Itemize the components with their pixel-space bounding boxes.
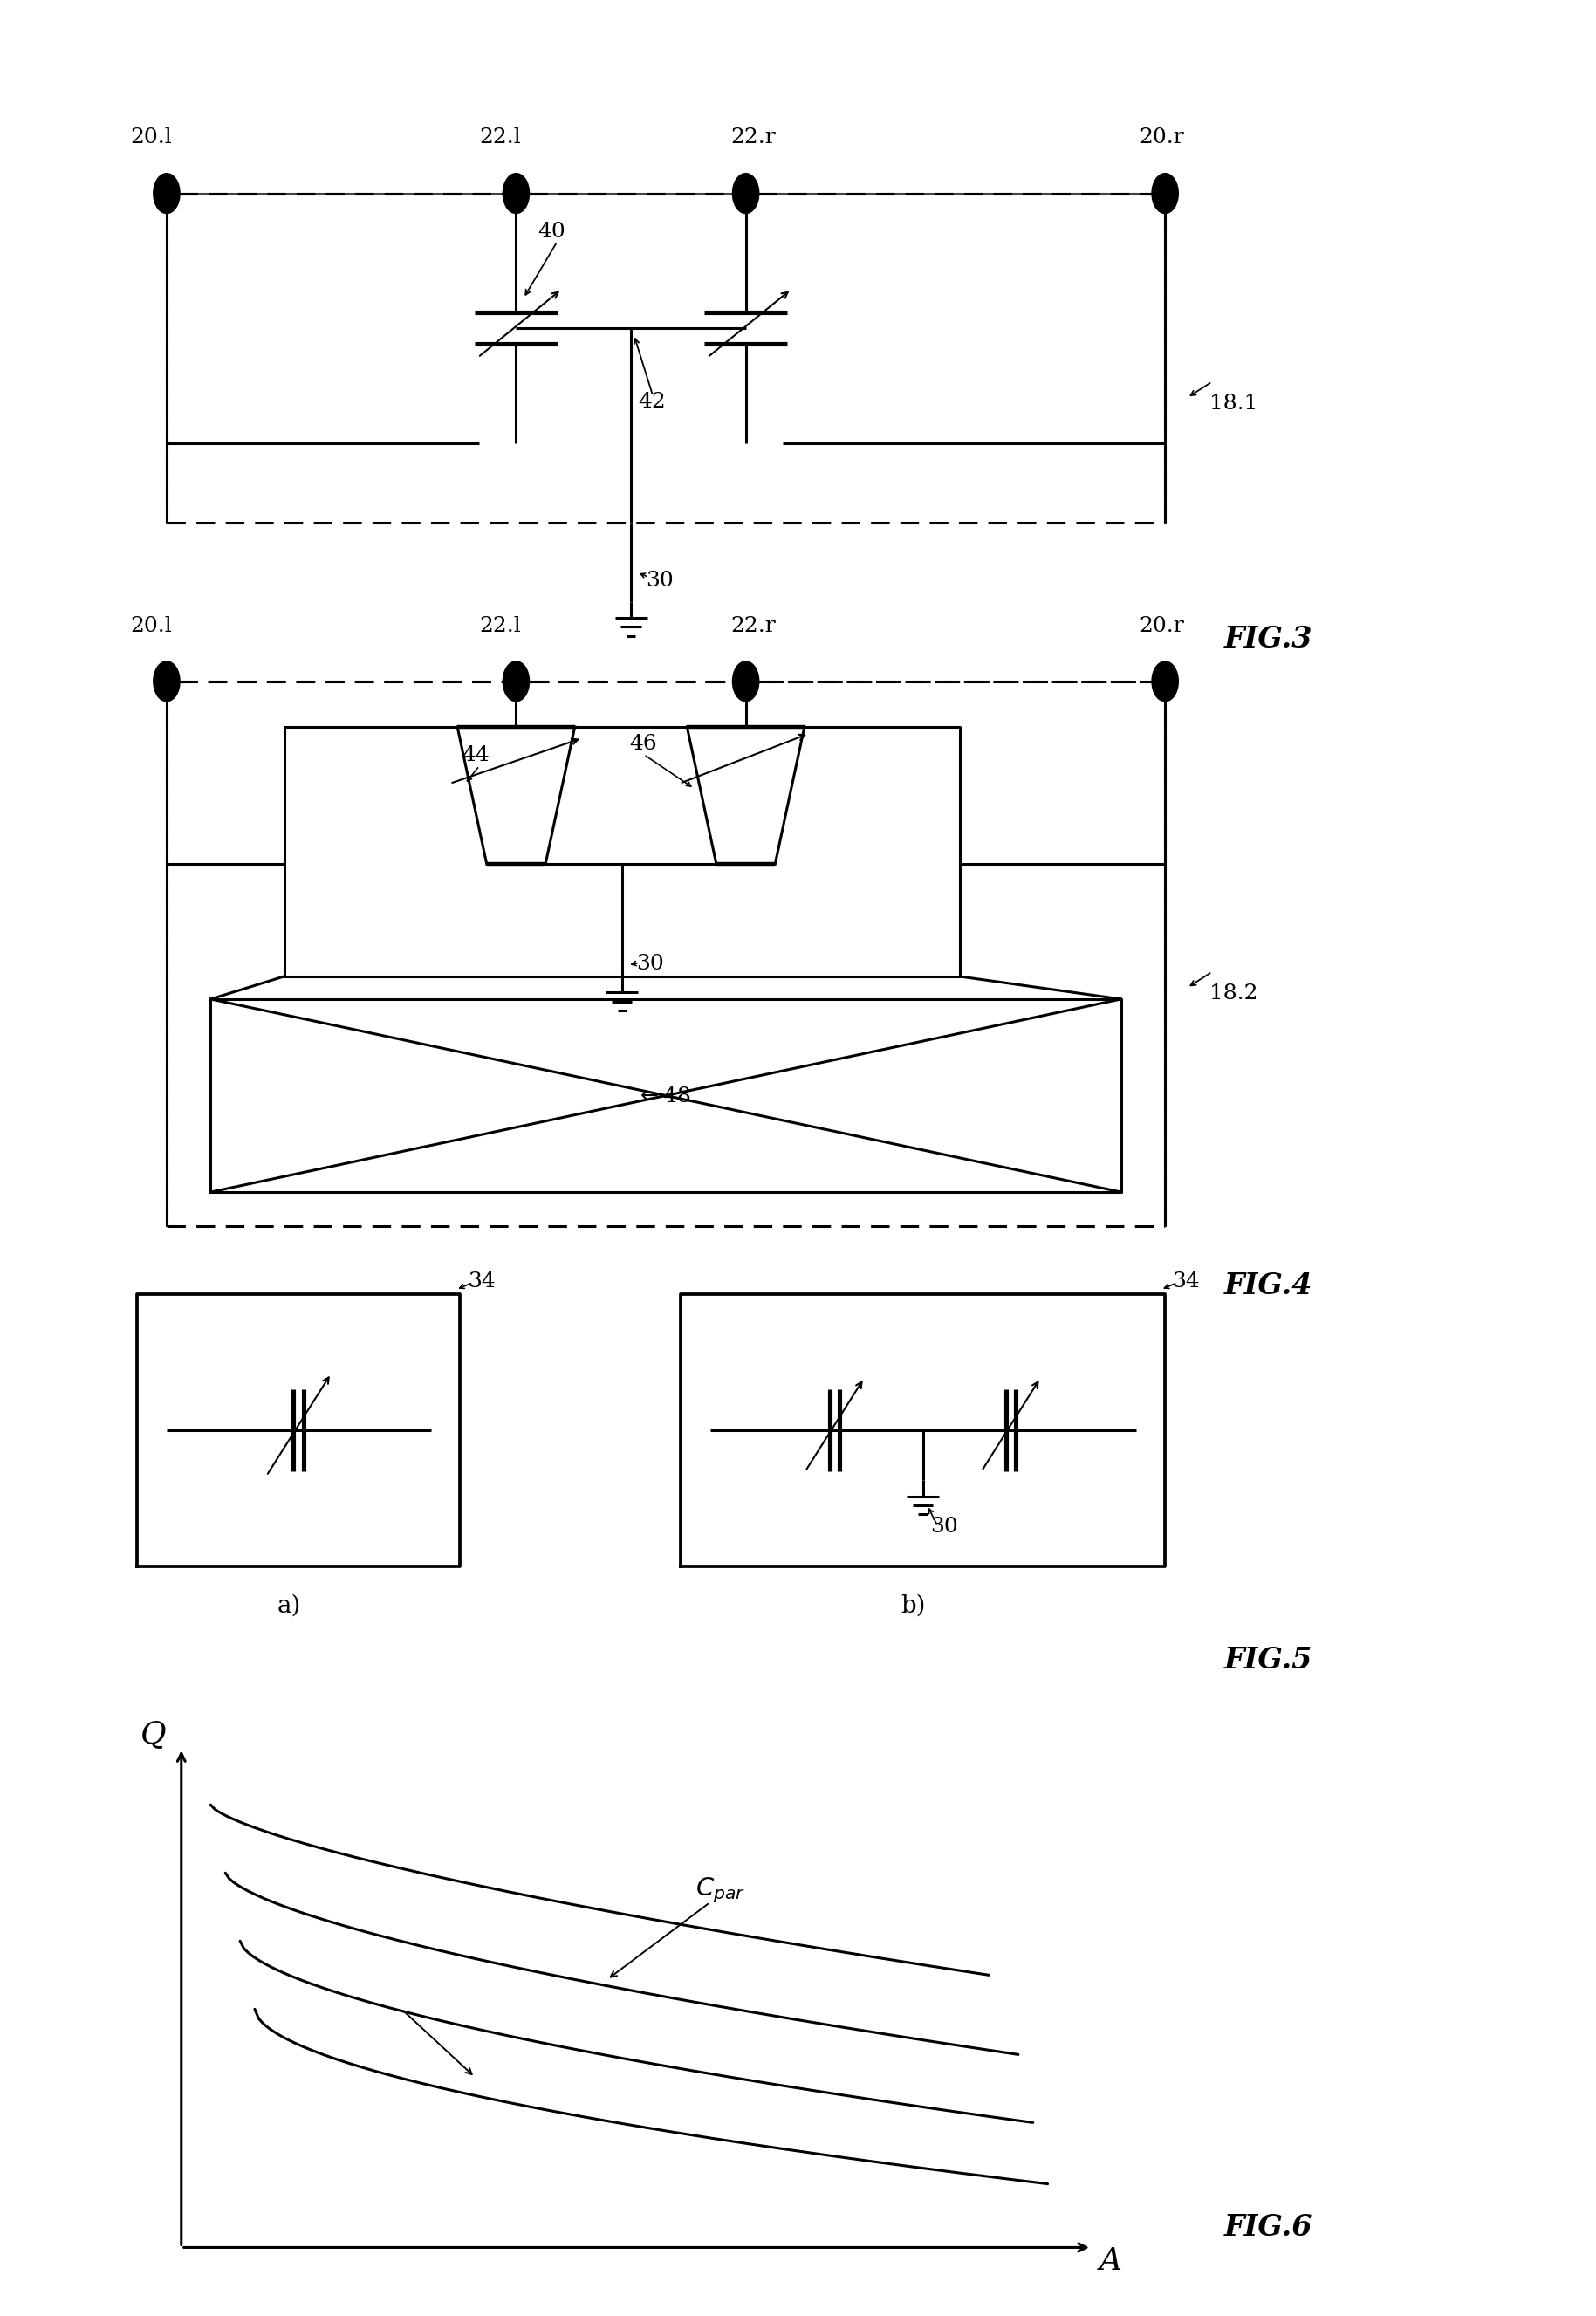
Text: 42: 42: [638, 391, 666, 412]
Text: 40: 40: [538, 222, 567, 241]
Circle shape: [1152, 174, 1178, 213]
Text: 22.r: 22.r: [731, 127, 776, 148]
Text: FIG.3: FIG.3: [1224, 625, 1312, 653]
Text: 20.l: 20.l: [129, 616, 172, 637]
Text: 34: 34: [468, 1271, 495, 1292]
Text: FIG.4: FIG.4: [1224, 1271, 1312, 1299]
Text: FIG.5: FIG.5: [1224, 1647, 1312, 1674]
Text: 30: 30: [930, 1517, 958, 1538]
Text: 18.2: 18.2: [1210, 984, 1258, 1003]
Text: $\leftarrow$48: $\leftarrow$48: [637, 1086, 691, 1107]
Circle shape: [733, 662, 758, 702]
Text: 22.l: 22.l: [479, 127, 520, 148]
Circle shape: [504, 174, 528, 213]
Text: b): b): [900, 1593, 926, 1617]
Text: 22.r: 22.r: [731, 616, 776, 637]
Text: 22.l: 22.l: [479, 616, 520, 637]
Text: 20.r: 20.r: [1138, 616, 1184, 637]
Circle shape: [155, 174, 179, 213]
Text: 20.r: 20.r: [1138, 127, 1184, 148]
Circle shape: [1152, 662, 1178, 702]
Text: $C_{par}$: $C_{par}$: [696, 1876, 745, 1906]
Text: 46: 46: [629, 734, 658, 755]
Circle shape: [155, 662, 179, 702]
Circle shape: [504, 662, 528, 702]
Text: 44: 44: [461, 746, 490, 767]
Text: 34: 34: [1173, 1271, 1200, 1292]
Text: 20.l: 20.l: [129, 127, 172, 148]
Text: FIG.6: FIG.6: [1224, 2214, 1312, 2242]
Text: Q: Q: [140, 1721, 166, 1749]
Text: a): a): [276, 1593, 300, 1617]
Circle shape: [733, 174, 758, 213]
Text: 18.1: 18.1: [1210, 394, 1258, 412]
Text: A: A: [1100, 2247, 1122, 2277]
Text: 30: 30: [646, 570, 674, 591]
Text: 30: 30: [637, 954, 664, 975]
